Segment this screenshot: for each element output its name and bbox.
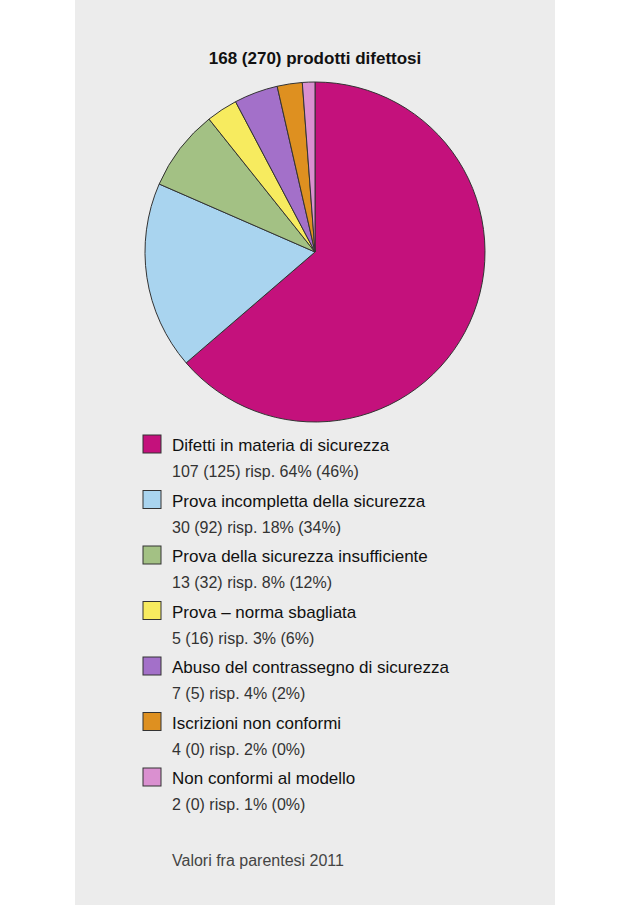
legend-item: Prova della sicurezza insufficiente 13 (3… xyxy=(143,546,428,591)
legend-label: Difetti in materia di sicurezza xyxy=(172,436,390,455)
legend-item: Prova incompletta della sicurezza 30 (92)… xyxy=(143,491,426,536)
legend-value-label: 4 (0) risp. 2% (0%) xyxy=(172,741,305,758)
legend-value-label: 7 (5) risp. 4% (2%) xyxy=(172,685,305,702)
legend-label: Abuso del contrassegno di sicurezza xyxy=(172,658,449,677)
pie-slice xyxy=(302,82,315,252)
legend-swatch xyxy=(143,546,161,564)
legend-value-label: 107 (125) risp. 64% (46%) xyxy=(172,463,359,480)
legend-swatch xyxy=(143,435,161,453)
legend-item: Difetti in materia di sicurezza 107 (125)… xyxy=(143,435,390,480)
legend-label: Prova della sicurezza insufficiente xyxy=(172,547,428,566)
legend-swatch xyxy=(143,491,161,509)
legend-value-label: 30 (92) risp. 18% (34%) xyxy=(172,519,341,536)
annotation: Valori fra parentesi 2011 xyxy=(172,852,344,869)
legend-item: Non conformi al modello 2 (0) risp. 1% (0… xyxy=(143,768,355,813)
legend: Difetti in materia di sicurezza 107 (125)… xyxy=(143,435,449,813)
legend-swatch xyxy=(143,602,161,620)
legend-label: Prova incompletta della sicurezza xyxy=(172,492,426,511)
pie xyxy=(145,82,485,422)
legend-label: Prova – norma sbagliata xyxy=(172,603,357,622)
pie-slice xyxy=(277,82,315,252)
legend-item: Abuso del contrassegno di sicurezza 7 (5)… xyxy=(143,657,449,702)
legend-item: Iscrizioni non conformi 4 (0) risp. 2% (0… xyxy=(143,713,341,758)
panel-background xyxy=(75,0,555,905)
legend-swatch xyxy=(143,768,161,786)
legend-swatch xyxy=(143,657,161,675)
chart: 168 (270) prodotti difettosi Difetti in m… xyxy=(0,0,630,905)
legend-item: Prova – norma sbagliata 5 (16) risp. 3% (… xyxy=(143,602,357,647)
legend-label: Iscrizioni non conformi xyxy=(172,714,341,733)
chart-title: 168 (270) prodotti difettosi xyxy=(209,49,422,68)
legend-swatch xyxy=(143,713,161,731)
legend-label: Non conformi al modello xyxy=(172,769,355,788)
legend-value-label: 13 (32) risp. 8% (12%) xyxy=(172,574,332,591)
legend-value-label: 2 (0) risp. 1% (0%) xyxy=(172,796,305,813)
legend-value-label: 5 (16) risp. 3% (6%) xyxy=(172,630,314,647)
